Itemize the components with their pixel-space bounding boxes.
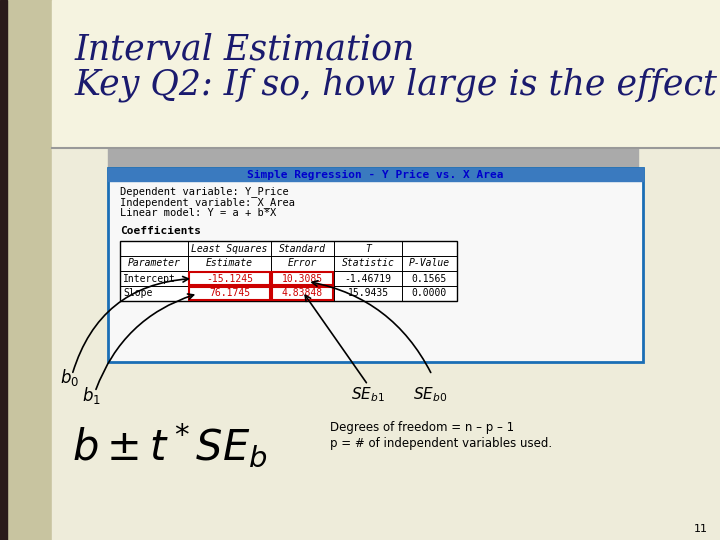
Text: 4.83848: 4.83848 xyxy=(282,288,323,299)
Text: $SE_{b0}$: $SE_{b0}$ xyxy=(413,386,447,404)
Bar xyxy=(108,168,643,362)
Bar xyxy=(189,287,270,300)
Text: P-Value: P-Value xyxy=(409,259,450,268)
Bar xyxy=(272,272,333,285)
Text: Interval Estimation: Interval Estimation xyxy=(75,32,415,66)
Text: $b_0$: $b_0$ xyxy=(60,368,79,388)
Text: Estimate: Estimate xyxy=(206,259,253,268)
Bar xyxy=(272,287,333,300)
Text: Parameter: Parameter xyxy=(127,259,181,268)
Bar xyxy=(108,168,643,181)
Text: -15.1245: -15.1245 xyxy=(206,273,253,284)
Text: Statistic: Statistic xyxy=(341,259,395,268)
Bar xyxy=(0,0,52,540)
Text: $b_1$: $b_1$ xyxy=(82,384,101,406)
Text: $b \pm t^* SE_b$: $b \pm t^* SE_b$ xyxy=(72,421,268,469)
Text: Linear model: Y = a + b*X: Linear model: Y = a + b*X xyxy=(120,208,276,218)
Text: Error: Error xyxy=(288,259,318,268)
Text: Degrees of freedom = n – p – 1: Degrees of freedom = n – p – 1 xyxy=(330,422,514,435)
Text: Slope: Slope xyxy=(123,288,153,299)
Text: 0.0000: 0.0000 xyxy=(412,288,447,299)
Text: Standard: Standard xyxy=(279,244,326,253)
Text: 15.9435: 15.9435 xyxy=(348,288,389,299)
Text: 76.1745: 76.1745 xyxy=(209,288,250,299)
Bar xyxy=(189,272,270,285)
Text: $SE_{b1}$: $SE_{b1}$ xyxy=(351,386,385,404)
Bar xyxy=(120,241,457,301)
Text: Independent variable: X_Area: Independent variable: X_Area xyxy=(120,197,295,208)
Text: p = # of independent variables used.: p = # of independent variables used. xyxy=(330,437,552,450)
Text: Dependent variable: Y_Price: Dependent variable: Y_Price xyxy=(120,186,289,197)
Text: T: T xyxy=(365,244,371,253)
Bar xyxy=(52,0,720,150)
Bar xyxy=(52,148,720,540)
Text: 0.1565: 0.1565 xyxy=(412,273,447,284)
Text: Least Squares: Least Squares xyxy=(192,244,268,253)
Bar xyxy=(0,0,7,540)
Text: Simple Regression - Y Price vs. X Area: Simple Regression - Y Price vs. X Area xyxy=(247,170,504,179)
Text: 11: 11 xyxy=(694,524,708,534)
Text: Intercept: Intercept xyxy=(123,273,176,284)
Bar xyxy=(108,148,638,168)
Text: -1.46719: -1.46719 xyxy=(344,273,392,284)
Text: Coefficients: Coefficients xyxy=(120,226,201,235)
Text: 10.3085: 10.3085 xyxy=(282,273,323,284)
Text: Key Q2: If so, how large is the effect?: Key Q2: If so, how large is the effect? xyxy=(75,68,720,103)
